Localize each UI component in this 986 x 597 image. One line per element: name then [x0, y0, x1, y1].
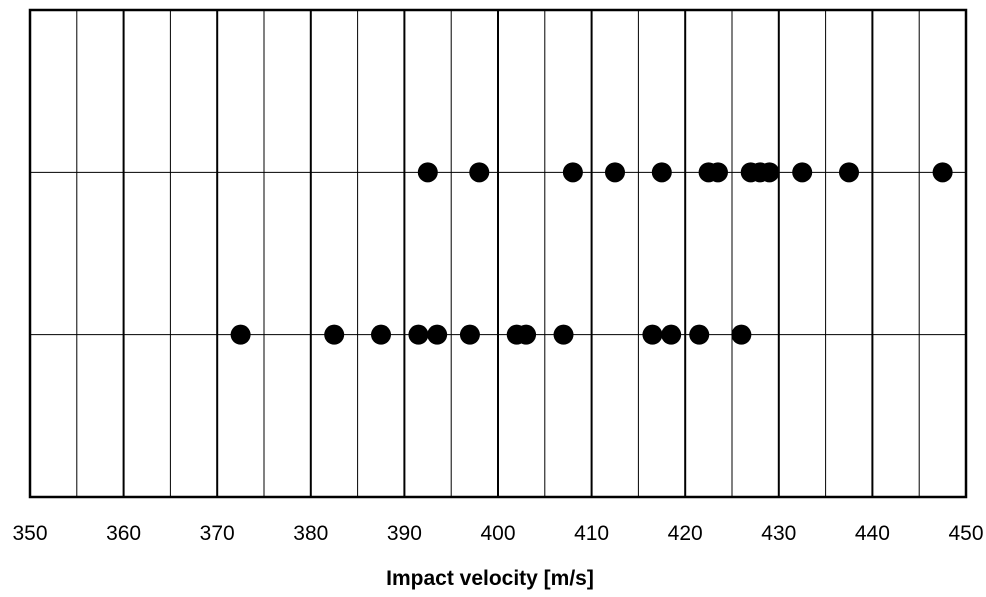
x-tick-label: 410: [574, 522, 609, 545]
data-point: [661, 324, 682, 345]
data-point: [839, 162, 859, 183]
data-point: [553, 324, 574, 345]
plot-frame: [28, 8, 968, 499]
x-tick-label: 380: [293, 522, 328, 545]
x-tick-label: 360: [106, 522, 141, 545]
data-point: [324, 324, 345, 345]
data-point: [792, 162, 813, 183]
data-point: [408, 324, 429, 345]
x-tick-label: 450: [948, 522, 983, 545]
data-point: [371, 324, 391, 345]
data-point: [642, 324, 663, 345]
x-tick-label: 430: [761, 522, 796, 545]
x-tick-label: 440: [855, 522, 890, 545]
x-tick-labels: 350 360 370 380 390 400 410 420 430 440 450: [12, 522, 983, 545]
grid: [28, 8, 968, 499]
data-point: [230, 324, 251, 345]
data-point: [516, 324, 537, 345]
data-point: [651, 162, 672, 183]
data-point: [689, 324, 710, 345]
x-tick-label: 400: [480, 522, 515, 545]
data-point: [417, 162, 438, 183]
data-point: [932, 162, 953, 183]
data-point: [459, 324, 480, 345]
data-point: [731, 324, 752, 345]
data-point: [562, 162, 583, 183]
data-point: [469, 162, 490, 183]
x-tick-label: 420: [668, 522, 703, 545]
data-point: [605, 162, 625, 183]
data-point: [707, 162, 728, 183]
data-point: [427, 324, 448, 345]
x-tick-label: 350: [12, 522, 47, 545]
x-tick-label: 370: [200, 522, 235, 545]
data-point: [759, 162, 780, 183]
x-tick-label: 390: [387, 522, 422, 545]
data-points: [230, 162, 953, 345]
x-axis-title: Impact velocity [m/s]: [386, 567, 594, 590]
